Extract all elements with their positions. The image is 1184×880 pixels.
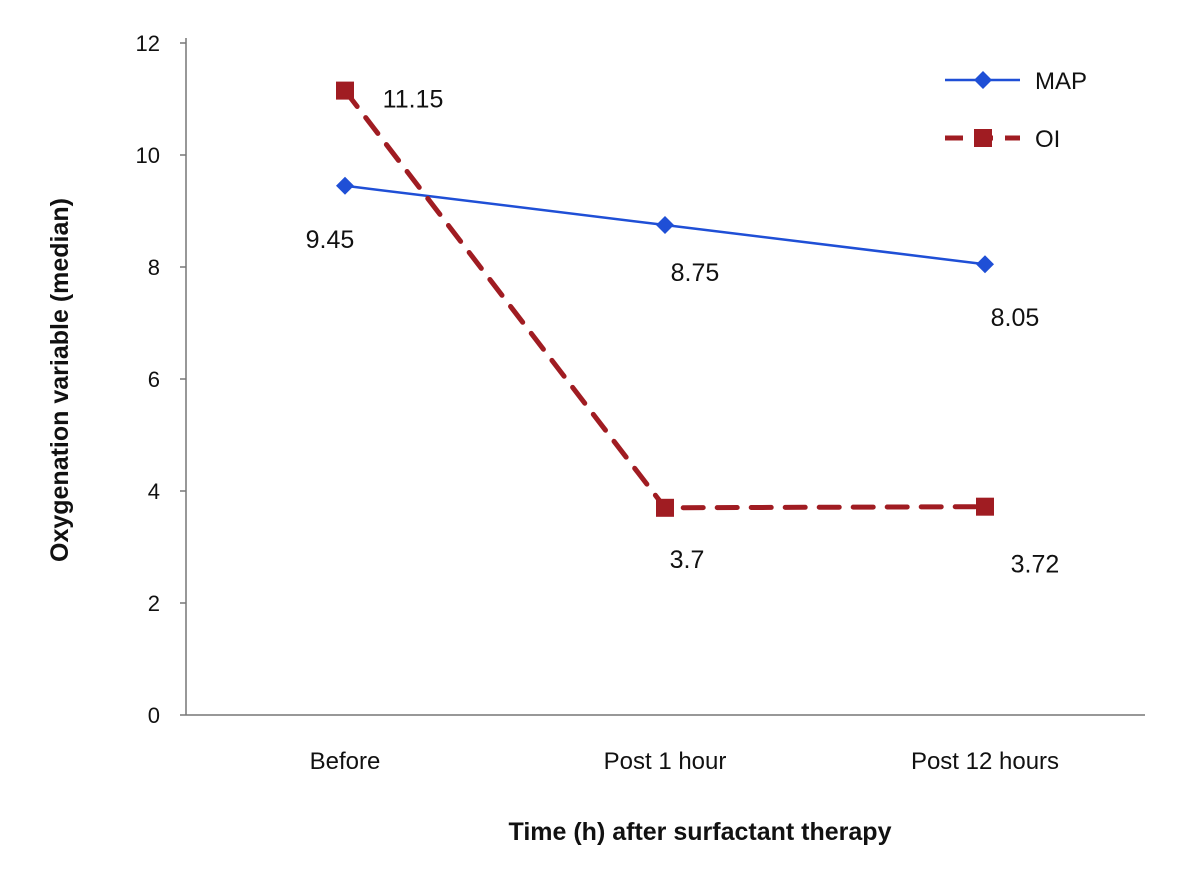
data-point-map: [656, 216, 674, 234]
y-tick-label: 6: [148, 367, 160, 392]
series-line-oi: [342, 88, 988, 511]
data-point-oi: [656, 498, 674, 517]
data-point-map: [976, 255, 994, 274]
data-point-oi: [974, 129, 992, 147]
y-tick-label: 12: [136, 31, 160, 56]
x-axis-title: Time (h) after surfactant therapy: [509, 818, 892, 846]
data-point-map: [974, 71, 992, 89]
data-point-map: [336, 176, 354, 195]
x-tick-label: Post 1 hour: [604, 748, 727, 775]
data-label: 8.05: [991, 304, 1040, 332]
data-label: 9.45: [306, 226, 355, 254]
legend-label: OI: [1035, 126, 1060, 153]
x-tick-label: Post 12 hours: [911, 748, 1059, 775]
data-label: 3.7: [670, 546, 705, 574]
y-tick-label: 0: [148, 703, 160, 728]
legend-label: MAP: [1035, 68, 1087, 95]
data-point-oi: [976, 497, 994, 516]
data-point-oi: [336, 81, 354, 100]
y-tick-label: 10: [136, 143, 160, 168]
y-tick-label: 2: [148, 591, 160, 616]
y-axis-title: Oxygenation variable (median): [46, 198, 74, 562]
y-tick-label: 4: [148, 479, 160, 504]
x-tick-label: Before: [310, 748, 381, 775]
data-label: 8.75: [671, 259, 720, 287]
y-tick-label: 8: [148, 255, 160, 280]
data-label: 11.15: [383, 86, 444, 114]
data-label: 3.72: [1011, 551, 1060, 579]
